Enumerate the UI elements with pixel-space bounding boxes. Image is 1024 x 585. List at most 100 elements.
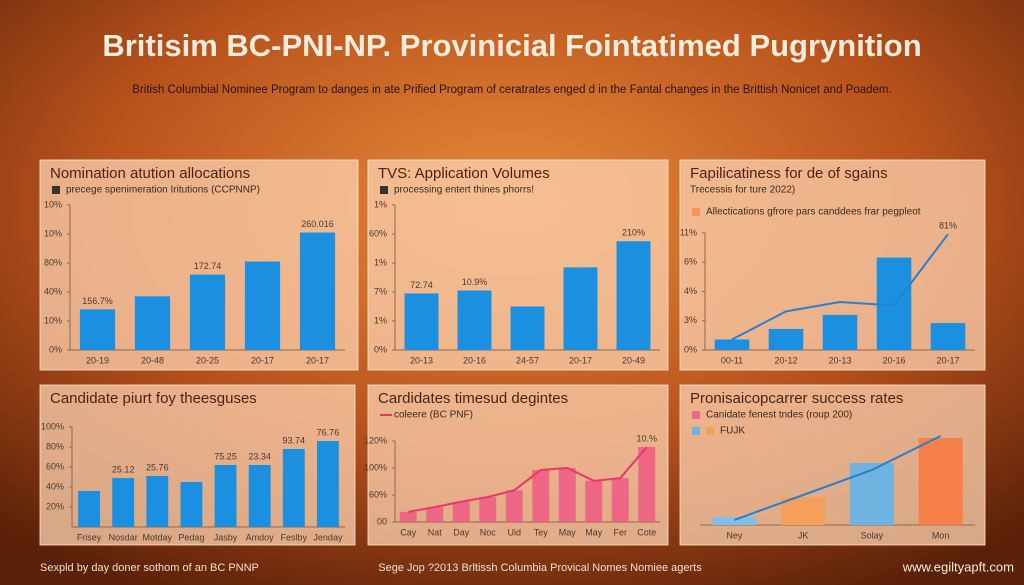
y-tick-label: 0%: [684, 344, 697, 354]
legend-label: processing entert thines phorrs!: [394, 185, 534, 196]
bar: [611, 478, 629, 522]
bar: [78, 491, 100, 527]
x-tick-label: 20-19: [86, 355, 109, 365]
legend-label: precege spenimeration Iritutions (CCPNNP…: [66, 185, 260, 196]
y-tick-label: 10%: [44, 199, 62, 209]
data-label: 93.74: [283, 435, 306, 445]
y-tick-label: 20%: [46, 501, 64, 511]
x-tick-label: 20-12: [774, 355, 797, 365]
y-tick-label: 1%: [374, 257, 387, 267]
bar: [930, 323, 966, 350]
x-tick-label: 20-16: [882, 355, 905, 365]
bar: [781, 497, 826, 525]
y-tick-label: 3%: [684, 315, 697, 325]
data-label: 25.76: [146, 462, 169, 472]
y-tick-label: 11%: [680, 227, 697, 237]
page-subtitle: British Columbial Nominee Program to dan…: [132, 84, 891, 96]
chart-subtitle: Trecessis for ture 2022): [690, 185, 795, 196]
legend-symbol: [380, 186, 388, 194]
bar: [714, 339, 750, 350]
data-label: 260.016: [301, 219, 334, 229]
y-tick-label: 0%: [374, 344, 387, 354]
footer-center: Sege Jop ?2013 Brltissh Columbia Provica…: [378, 562, 702, 574]
bar: [822, 314, 858, 350]
bar: [214, 465, 237, 527]
y-tick-label: 60%: [369, 489, 387, 499]
legend-label: coleere (BC PNF): [394, 410, 473, 421]
bar: [510, 306, 545, 350]
x-tick-label: Mon: [932, 530, 950, 540]
line: [408, 446, 648, 513]
bar: [282, 449, 305, 527]
bar: [399, 511, 417, 522]
x-tick-label: Uid: [507, 527, 521, 537]
y-tick-label: 120%: [364, 435, 387, 445]
page-title: Britisim BC-PNI-NP. Provinicial Fointati…: [102, 28, 921, 63]
x-tick-label: Fer: [614, 527, 628, 537]
x-tick-label: Nosdar: [109, 532, 138, 542]
x-tick-label: 20-48: [141, 355, 164, 365]
x-tick-label: Tey: [534, 527, 549, 537]
x-tick-label: 20-49: [622, 355, 645, 365]
bar: [849, 463, 894, 525]
bar: [146, 476, 169, 527]
y-tick-label: 60%: [46, 461, 64, 471]
bar: [457, 290, 492, 350]
x-tick-label: 20-17: [936, 355, 959, 365]
x-tick-label: 20-25: [196, 355, 219, 365]
x-tick-label: JK: [798, 530, 809, 540]
bar: [244, 261, 281, 350]
x-tick-label: Noc: [480, 527, 497, 537]
data-label: 23.34: [248, 451, 271, 461]
y-tick-label: 40%: [46, 481, 64, 491]
data-label: 156.7%: [82, 296, 113, 306]
x-tick-label: Amdoy: [246, 532, 275, 542]
chart-title: Pronisaicopcarrer success rates: [690, 390, 903, 407]
y-tick-label: 1%: [374, 199, 387, 209]
data-label: 81%: [939, 221, 957, 231]
bar: [918, 438, 963, 525]
y-tick-label: 00: [377, 516, 387, 526]
line: [731, 233, 949, 341]
x-tick-label: Cay: [400, 527, 417, 537]
bar: [532, 470, 550, 522]
legend-symbol: [52, 186, 60, 194]
bar: [299, 232, 336, 350]
y-tick-label: 80%: [46, 441, 64, 451]
bar: [180, 482, 203, 527]
bar: [585, 480, 603, 522]
y-tick-label: 4%: [684, 286, 697, 296]
bar: [189, 274, 226, 350]
data-label: 76.76: [317, 427, 340, 437]
bar: [112, 478, 135, 527]
bar: [876, 257, 912, 350]
x-tick-label: Motday: [143, 532, 173, 542]
y-tick-label: 40%: [44, 286, 62, 296]
y-tick-label: 10%: [44, 315, 62, 325]
legend-symbol: [692, 427, 700, 435]
data-label: 10.9%: [462, 277, 488, 287]
x-tick-label: 20-17: [251, 355, 274, 365]
x-tick-label: Day: [453, 527, 470, 537]
bar: [134, 296, 171, 350]
data-label: 10.%: [636, 433, 657, 443]
x-tick-label: Frisey: [77, 532, 102, 542]
chart-title: TVS: Application Volumes: [378, 165, 550, 182]
chart-title: Candidate piurt foy theesguses: [50, 390, 257, 407]
x-tick-label: May: [559, 527, 577, 537]
bar: [768, 328, 804, 350]
bar: [505, 490, 523, 522]
x-tick-label: 20-16: [463, 355, 486, 365]
x-tick-label: 20-17: [569, 355, 592, 365]
y-tick-label: 100%: [41, 421, 64, 431]
bar: [452, 501, 470, 522]
y-tick-label: 6%: [684, 257, 697, 267]
data-label: 210%: [622, 228, 645, 238]
legend-label: Allectications gfrore pars canddees frar…: [706, 207, 921, 218]
chart-title: Fapilicatiness for de of sgains: [690, 165, 888, 182]
x-tick-label: Ney: [726, 530, 743, 540]
x-tick-label: Jenday: [313, 532, 343, 542]
bar: [712, 517, 757, 525]
bar: [79, 309, 116, 350]
legend-label: FUJK: [720, 426, 745, 437]
